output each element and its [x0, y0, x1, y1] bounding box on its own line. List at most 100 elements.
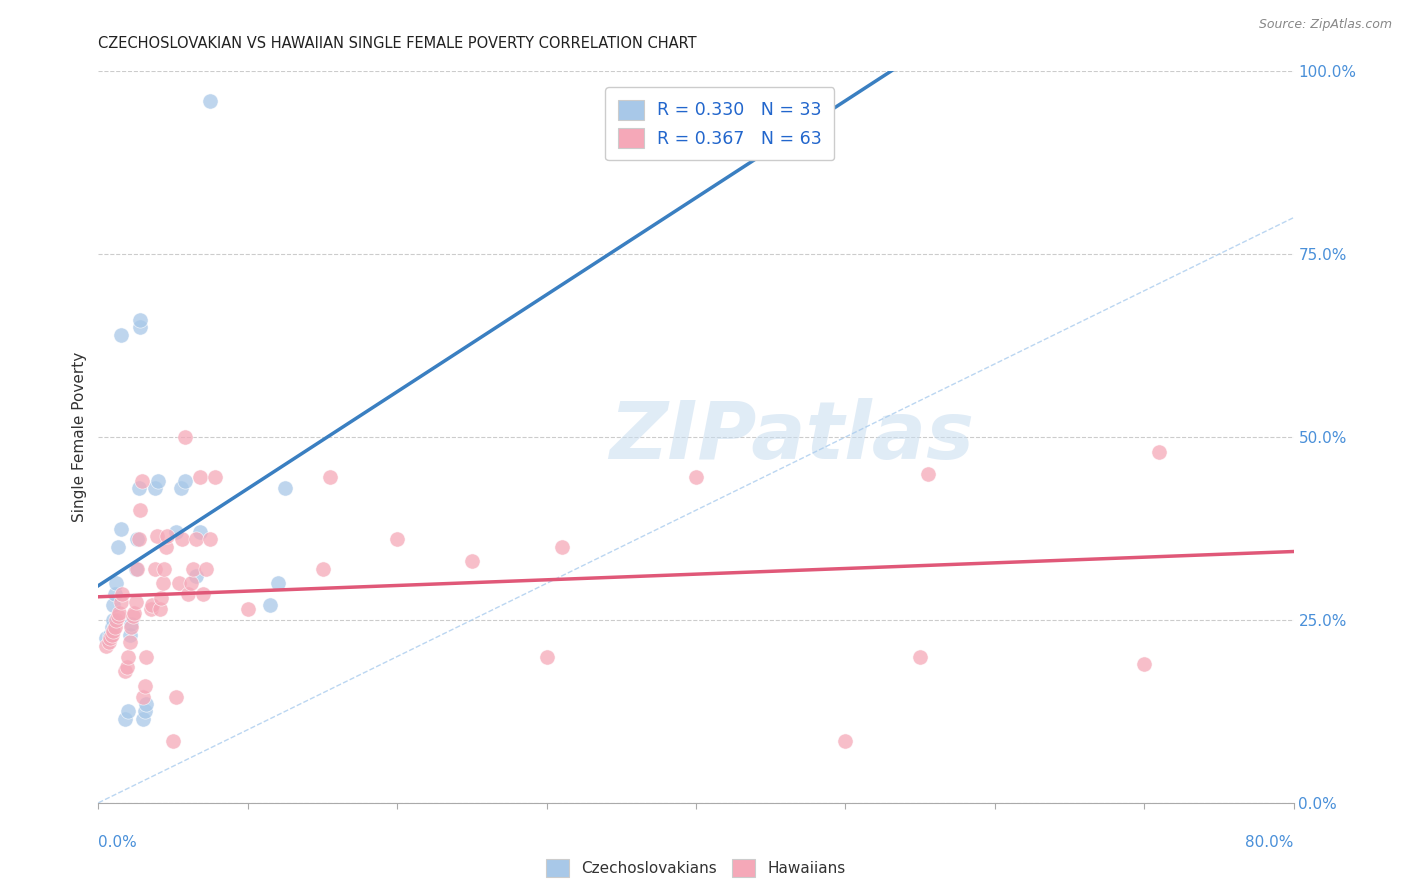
Point [101, 627, 124, 641]
Point [461, 554, 484, 568]
Point [181, 562, 204, 576]
Point [129, 313, 152, 327]
Legend: Czechoslovakians, Hawaiians: Czechoslovakians, Hawaiians [540, 853, 852, 883]
Point [128, 481, 150, 495]
Point [311, 562, 333, 576]
Point [127, 562, 149, 576]
Point [114, 664, 136, 678]
Point [156, 529, 179, 543]
Point [131, 474, 153, 488]
Point [110, 327, 132, 342]
Point [267, 576, 290, 591]
Point [117, 705, 139, 719]
Point [685, 470, 707, 484]
Point [165, 690, 187, 704]
Point [184, 569, 207, 583]
Point [132, 690, 155, 704]
Point [188, 470, 211, 484]
Point [120, 620, 142, 634]
Point [111, 587, 134, 601]
Point [143, 481, 166, 495]
Point [125, 562, 148, 576]
Point [834, 733, 856, 747]
Point [132, 712, 155, 726]
Point [118, 635, 141, 649]
Point [107, 609, 129, 624]
Point [117, 649, 139, 664]
Point [127, 533, 149, 547]
Point [104, 587, 127, 601]
Text: ZIPatlas: ZIPatlas [609, 398, 974, 476]
Point [135, 697, 157, 711]
Point [319, 470, 342, 484]
Point [105, 613, 128, 627]
Point [103, 624, 125, 638]
Point [184, 533, 207, 547]
Point [172, 533, 194, 547]
Point [200, 533, 222, 547]
Point [152, 576, 174, 591]
Point [108, 606, 131, 620]
Point [107, 540, 129, 554]
Point [174, 430, 197, 444]
Point [148, 474, 170, 488]
Point [1147, 444, 1170, 458]
Point [94, 639, 117, 653]
Text: Source: ZipAtlas.com: Source: ZipAtlas.com [1258, 18, 1392, 31]
Point [550, 540, 572, 554]
Point [124, 606, 146, 620]
Point [129, 320, 152, 334]
Point [195, 562, 218, 576]
Point [162, 733, 184, 747]
Point [167, 576, 190, 591]
Text: 80.0%: 80.0% [1246, 836, 1294, 850]
Point [259, 599, 281, 613]
Point [165, 525, 187, 540]
Point [134, 705, 156, 719]
Point [97, 635, 120, 649]
Point [1133, 657, 1156, 671]
Point [100, 632, 122, 646]
Point [143, 562, 166, 576]
Point [150, 591, 173, 605]
Point [385, 533, 409, 547]
Point [114, 712, 136, 726]
Point [134, 679, 156, 693]
Text: 0.0%: 0.0% [98, 836, 138, 850]
Point [110, 521, 132, 535]
Point [100, 627, 122, 641]
Point [110, 594, 132, 608]
Point [180, 576, 202, 591]
Point [174, 474, 197, 488]
Point [153, 562, 176, 576]
Point [120, 616, 142, 631]
Point [908, 649, 931, 664]
Point [128, 533, 150, 547]
Text: CZECHOSLOVAKIAN VS HAWAIIAN SINGLE FEMALE POVERTY CORRELATION CHART: CZECHOSLOVAKIAN VS HAWAIIAN SINGLE FEMAL… [98, 36, 697, 51]
Point [145, 529, 167, 543]
Point [104, 620, 127, 634]
Point [917, 467, 939, 481]
Point [188, 525, 211, 540]
Point [101, 620, 124, 634]
Point [177, 587, 200, 601]
Point [103, 599, 125, 613]
Point [200, 94, 222, 108]
Point [121, 609, 143, 624]
Point [274, 481, 297, 495]
Point [105, 576, 128, 591]
Point [115, 660, 138, 674]
Point [129, 503, 152, 517]
Point [139, 602, 162, 616]
Y-axis label: Single Female Poverty: Single Female Poverty [72, 352, 87, 522]
Point [118, 627, 141, 641]
Point [141, 599, 163, 613]
Point [103, 613, 125, 627]
Point [169, 481, 191, 495]
Point [236, 602, 259, 616]
Point [536, 649, 558, 664]
Point [135, 649, 157, 664]
Point [204, 470, 226, 484]
Point [149, 602, 172, 616]
Point [191, 587, 214, 601]
